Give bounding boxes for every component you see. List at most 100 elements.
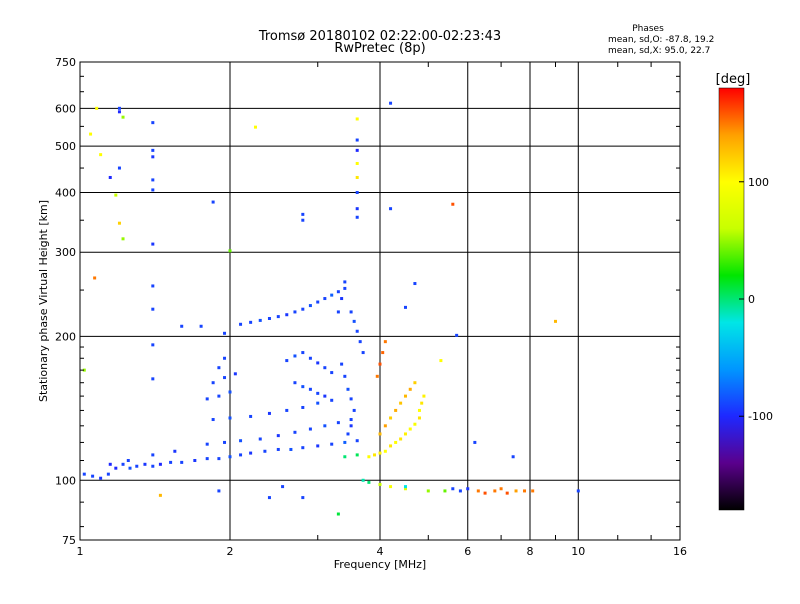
data-point: [349, 424, 353, 428]
data-point: [355, 148, 359, 152]
data-point: [82, 368, 86, 372]
data-point: [233, 372, 237, 376]
data-point: [422, 394, 426, 398]
data-point: [451, 487, 455, 491]
data-point: [258, 437, 262, 441]
data-point: [378, 432, 382, 436]
data-point: [358, 340, 362, 344]
data-point: [276, 447, 280, 451]
data-point: [301, 446, 305, 450]
data-point: [301, 307, 305, 311]
data-point: [95, 106, 99, 110]
data-point: [323, 394, 327, 398]
data-point: [193, 458, 197, 462]
data-point: [293, 381, 297, 385]
data-point: [293, 354, 297, 358]
data-point: [361, 351, 365, 355]
colorbar-tick-label: 100: [748, 176, 769, 189]
data-point: [355, 161, 359, 165]
grid: [80, 62, 680, 540]
data-point: [389, 485, 393, 489]
data-point: [285, 313, 289, 317]
data-point: [343, 440, 347, 444]
y-tick-label: 500: [55, 140, 76, 153]
data-point: [355, 190, 359, 194]
data-point: [336, 310, 340, 314]
data-point: [117, 106, 121, 110]
data-point: [301, 218, 305, 222]
data-point: [473, 440, 477, 444]
data-point: [499, 487, 503, 491]
data-point: [466, 487, 470, 491]
data-point: [228, 390, 232, 394]
data-point: [228, 249, 232, 253]
data-point: [223, 331, 227, 335]
stats-line-x: mean, sd,X: 95.0, 22.7: [608, 46, 710, 56]
data-point: [375, 374, 379, 378]
data-point: [239, 322, 243, 326]
data-point: [323, 366, 327, 370]
data-point: [343, 374, 347, 378]
data-point: [413, 381, 417, 385]
data-point: [523, 489, 527, 493]
data-point: [316, 444, 320, 448]
data-point: [99, 476, 103, 480]
x-axis-label: Frequency [MHz]: [334, 558, 426, 571]
y-axis-label: Stationary phase Virtual Height [km]: [37, 200, 50, 402]
data-point: [128, 466, 132, 470]
data-point: [289, 447, 293, 451]
data-point: [180, 460, 184, 464]
data-point: [267, 316, 271, 320]
data-point: [117, 110, 121, 114]
chart-subtitle: RwPretec (8p): [334, 41, 425, 56]
data-point: [340, 362, 344, 366]
data-point: [343, 280, 347, 284]
data-point: [217, 366, 221, 370]
data-point: [403, 485, 407, 489]
data-point: [493, 489, 497, 493]
data-point: [458, 489, 462, 493]
data-point: [117, 166, 121, 170]
data-point: [285, 359, 289, 363]
data-point: [258, 318, 262, 322]
data-point: [336, 290, 340, 294]
data-point: [91, 474, 95, 478]
data-point: [340, 297, 344, 301]
data-point: [89, 132, 93, 136]
data-point: [531, 489, 535, 493]
data-point: [352, 408, 356, 412]
data-point: [121, 237, 125, 241]
data-point: [158, 493, 162, 497]
data-point: [330, 293, 334, 297]
data-point: [217, 394, 221, 398]
data-point: [355, 175, 359, 179]
data-point: [151, 377, 155, 381]
colorbar-ticks: -100 0 100: [739, 176, 773, 423]
data-point: [381, 351, 385, 355]
data-point: [336, 512, 340, 516]
data-point: [417, 408, 421, 412]
data-point: [285, 408, 289, 412]
data-point: [253, 125, 257, 129]
data-point: [180, 324, 184, 328]
data-point: [455, 333, 459, 337]
data-point: [301, 212, 305, 216]
data-point: [249, 414, 253, 418]
data-point: [355, 439, 359, 443]
data-point: [408, 387, 412, 391]
data-point: [505, 491, 509, 495]
data-point: [108, 175, 112, 179]
data-point: [217, 457, 221, 461]
data-point: [323, 297, 327, 301]
data-point: [439, 359, 443, 363]
data-point: [308, 427, 312, 431]
data-point: [93, 276, 97, 280]
data-point: [403, 432, 407, 436]
data-point: [316, 401, 320, 405]
data-point: [151, 284, 155, 288]
data-point: [143, 462, 147, 466]
data-point: [355, 207, 359, 211]
data-point: [205, 442, 209, 446]
y-tick-label: 400: [55, 186, 76, 199]
